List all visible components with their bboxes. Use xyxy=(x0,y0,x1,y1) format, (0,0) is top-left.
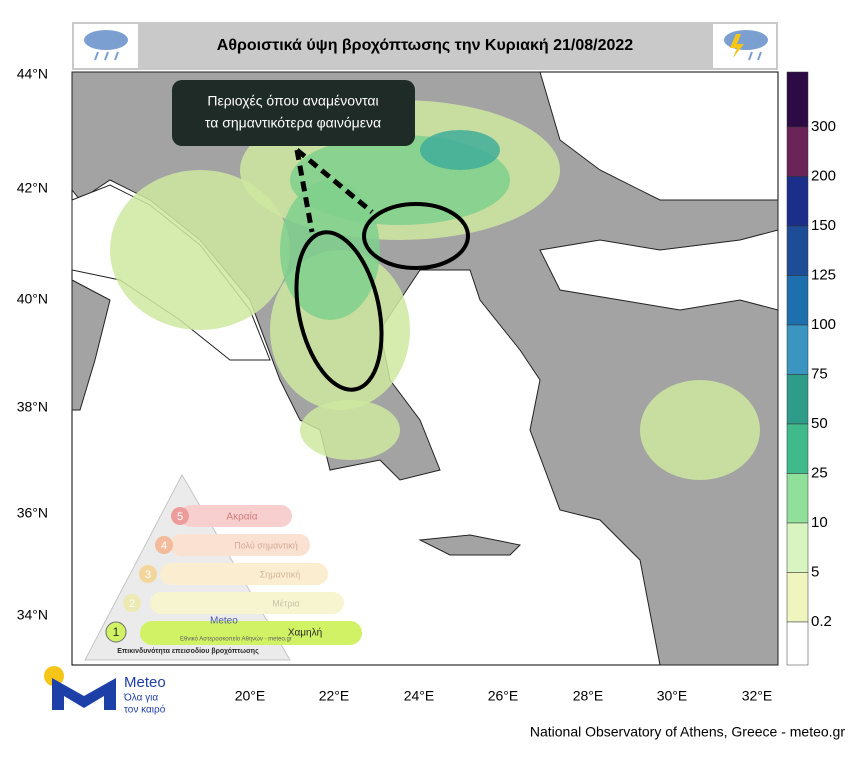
logo: Meteo Όλα για τον καιρό xyxy=(44,666,166,716)
risk-bar xyxy=(160,563,328,585)
colorbar-segment xyxy=(786,324,809,375)
colorbar-label: 10 xyxy=(811,514,828,531)
lon-label: 24°E xyxy=(404,688,435,704)
colorbar-segment xyxy=(786,374,809,425)
lat-label: 42°N xyxy=(17,180,48,196)
header-bar xyxy=(72,22,778,70)
lat-label: 36°N xyxy=(17,505,48,521)
colorbar-label: 25 xyxy=(811,464,828,481)
footer-credit: National Observatory of Athens, Greece -… xyxy=(530,724,845,740)
risk-circle xyxy=(171,507,189,525)
risk-bar xyxy=(170,534,310,556)
risk-circle xyxy=(139,565,157,583)
crete xyxy=(418,534,522,556)
lon-label: 26°E xyxy=(488,688,519,704)
annotation-line: τα σημαντικότερα φαινόμενα xyxy=(205,115,381,131)
colorbar-label: 150 xyxy=(811,217,836,234)
lat-label: 38°N xyxy=(17,399,48,415)
colorbar-segment xyxy=(786,275,809,326)
risk-label: Μέτρια xyxy=(272,598,299,608)
lat-label: 34°N xyxy=(17,607,48,623)
highlight-ellipse xyxy=(294,230,384,392)
risk-number: 4 xyxy=(161,540,167,552)
risk-label: Σημαντική xyxy=(260,569,301,579)
colorbar-segment xyxy=(786,126,809,177)
risk-label: Χαμηλή xyxy=(288,627,322,639)
rain-icon xyxy=(84,30,128,61)
colorbar-segment xyxy=(786,621,809,666)
highlight-ellipse xyxy=(362,202,470,270)
annotation-line: Περιοχές όπου αναμένονται xyxy=(207,93,378,109)
logo-tagline: Όλα για xyxy=(123,693,158,704)
risk-number: 1 xyxy=(113,625,120,639)
colorbar-label: 0.2 xyxy=(811,613,832,630)
logo-name: Meteo xyxy=(124,674,166,691)
risk-circle xyxy=(155,536,173,554)
lon-label: 30°E xyxy=(657,688,688,704)
map: Περιοχές όπου αναμένονται τα σημαντικότε… xyxy=(71,71,779,666)
lon-labels: 20°E 22°E 24°E 26°E 28°E 30°E 32°E xyxy=(235,688,773,704)
lat-label: 44°N xyxy=(17,66,48,82)
colorbar-label: 75 xyxy=(811,365,828,382)
risk-caption: Επικινδυνότητα επεισοδίου βροχόπτωσης xyxy=(117,648,259,655)
arrow xyxy=(294,149,315,233)
risk-bar xyxy=(150,592,344,614)
arrow xyxy=(295,148,374,214)
lon-label: 22°E xyxy=(319,688,350,704)
lon-label: 20°E xyxy=(235,688,266,704)
sea xyxy=(539,229,779,311)
italy xyxy=(71,279,111,411)
risk-logo-name: Meteo xyxy=(210,616,238,627)
risk-label: Πολύ σημαντική xyxy=(234,540,298,550)
lon-label: 28°E xyxy=(573,688,604,704)
colorbar-segment xyxy=(786,176,809,227)
risk-bar xyxy=(140,621,362,645)
lat-labels: 44°N 42°N 40°N 38°N 36°N 34°N xyxy=(17,66,48,623)
colorbar-label: 50 xyxy=(811,415,828,432)
title: Αθροιστικά ύψη βροχόπτωσης την Κυριακή 2… xyxy=(217,37,634,54)
lon-label: 32°E xyxy=(742,688,773,704)
colorbar-label: 200 xyxy=(811,167,836,184)
colorbar-segment xyxy=(786,423,809,474)
risk-number: 5 xyxy=(177,511,183,523)
risk-label: Ακραία xyxy=(226,511,257,523)
colorbar-label: 100 xyxy=(811,316,836,333)
risk-circle xyxy=(105,621,127,643)
colorbar-segment xyxy=(786,71,809,128)
logo-tagline: τον καιρό xyxy=(124,704,166,716)
storm-icon xyxy=(724,30,768,61)
colorbar-label: 5 xyxy=(811,563,819,580)
risk-circle xyxy=(123,594,141,612)
risk-bar xyxy=(180,505,292,527)
lat-label: 40°N xyxy=(17,291,48,307)
colorbar-segment xyxy=(786,522,809,573)
risk-number: 2 xyxy=(129,598,135,610)
colorbar: 300 200 150 125 100 75 50 25 10 5 0.2 xyxy=(786,71,836,666)
risk-source: Εθνικό Αστεροσκοπείο Αθηνών - meteo.gr xyxy=(180,636,292,643)
colorbar-label: 125 xyxy=(811,266,836,283)
colorbar-segment xyxy=(786,473,809,524)
annotation-box xyxy=(172,80,415,146)
risk-number: 3 xyxy=(145,569,151,581)
colorbar-segment xyxy=(786,225,809,276)
colorbar-segment xyxy=(786,572,809,623)
risk-scale: 5 4 3 2 1 Ακραία Πολύ σημαντική Σημαντικ… xyxy=(84,473,362,661)
colorbar-label: 300 xyxy=(811,118,836,135)
